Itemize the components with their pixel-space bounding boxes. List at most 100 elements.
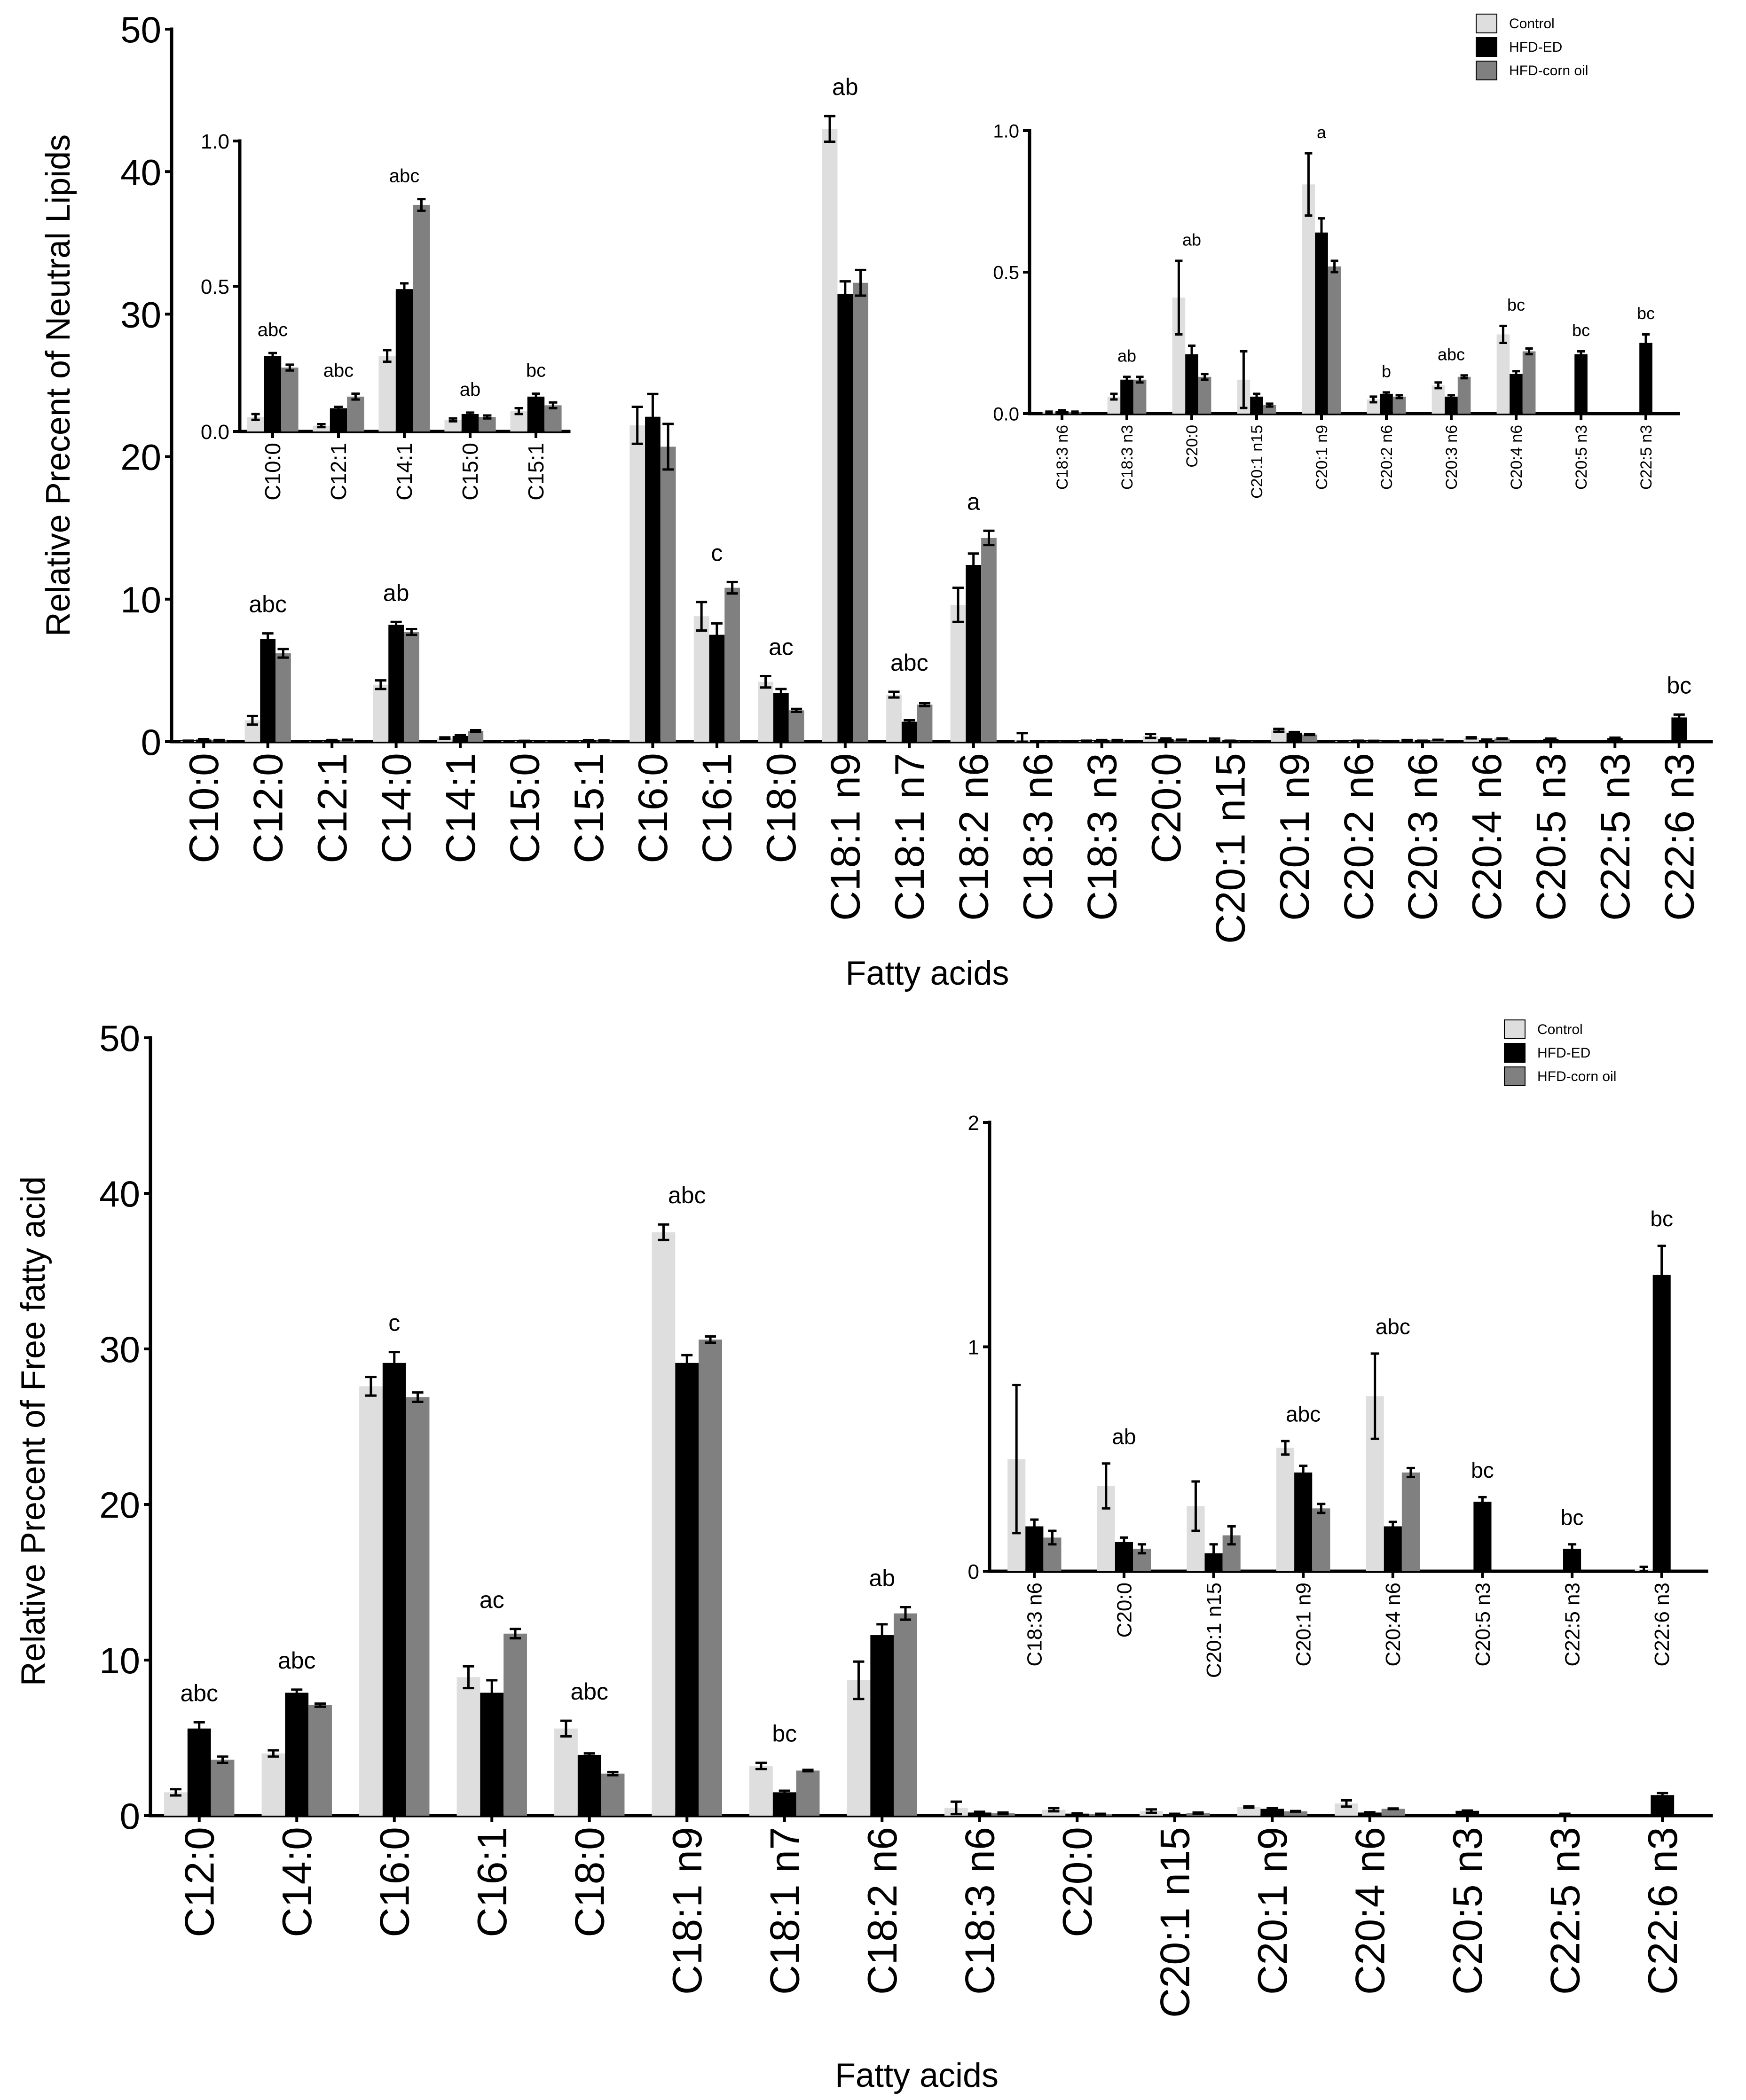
legend-swatch xyxy=(1476,14,1497,33)
free-inset-bar xyxy=(1312,1508,1330,1571)
free-main-bar xyxy=(796,1771,820,1816)
neutral-inset-right-significance-label: ab xyxy=(1117,346,1136,365)
neutral-main-y-tick-label: 10 xyxy=(120,579,161,620)
neutral-main-bar xyxy=(629,425,645,742)
neutral-inset-left-error-bar xyxy=(483,414,492,420)
neutral-inset-right-category-label: C20:5 n3 xyxy=(1573,425,1590,490)
neutral-main-bar xyxy=(966,565,982,742)
free-main-error-bar xyxy=(412,1391,424,1403)
free-main-bar xyxy=(308,1705,332,1816)
free-main-significance-label: bc xyxy=(772,1720,797,1747)
free-main-error-bar xyxy=(1169,1812,1180,1817)
free-main-bar xyxy=(382,1363,406,1816)
neutral-main-category-label: C16:0 xyxy=(629,753,676,863)
neutral-main-category-label: C18:1 n9 xyxy=(822,753,869,921)
free-main-bar xyxy=(359,1386,383,1816)
neutral-inset-right-error-bar xyxy=(1240,350,1248,409)
free-main-error-bar xyxy=(193,1721,205,1736)
neutral-inset-right-significance-label: ab xyxy=(1182,230,1201,250)
neutral-main-significance-label: ab xyxy=(383,580,409,606)
free-main-error-bar xyxy=(315,1702,326,1708)
neutral-main-y-axis-title: Relative Precent of Neutral Lipids xyxy=(39,134,77,637)
free-main-y-axis-title: Relative Precent of Free fatty acid xyxy=(15,1176,52,1686)
free-main-bar xyxy=(1358,1812,1382,1816)
neutral-main-category-label: C20:3 n6 xyxy=(1400,753,1446,921)
free-main-x-axis-title: Fatty acids xyxy=(835,2057,999,2094)
neutral-main-error-bar xyxy=(760,675,771,689)
neutral-main-error-bar xyxy=(983,529,995,547)
neutral-main-bar xyxy=(660,447,676,742)
neutral-inset-right-bar xyxy=(1522,351,1536,414)
neutral-inset-right-bar xyxy=(1185,354,1198,414)
free-inset-category-label: C20:1 n15 xyxy=(1203,1583,1226,1678)
neutral-inset-right-bar xyxy=(1574,354,1588,414)
neutral-main-error-bar xyxy=(262,632,274,646)
neutral-inset-right-bar xyxy=(1445,396,1458,414)
free-main-y-tick-label: 10 xyxy=(99,1640,140,1681)
free-inset-category-label: C20:0 xyxy=(1113,1583,1136,1638)
neutral-inset-right-category-label: C22:5 n3 xyxy=(1637,425,1655,490)
neutral-inset-left-significance-label: abc xyxy=(258,320,288,340)
free-main-bar xyxy=(1284,1811,1307,1816)
neutral-main-bar xyxy=(709,635,725,742)
free-inset-error-bar xyxy=(1119,1536,1128,1548)
free-main-error-bar xyxy=(170,1788,181,1797)
neutral-inset-right-bar xyxy=(1639,343,1652,414)
free-main-error-bar xyxy=(291,1688,303,1697)
neutral-main-category-label: C20:1 n9 xyxy=(1271,753,1318,921)
neutral-inset-right-category-label: C20:1 n9 xyxy=(1313,425,1331,490)
free-main-error-bar xyxy=(388,1351,400,1375)
neutral-main-error-bar xyxy=(855,268,866,297)
neutral-inset-right-bar xyxy=(1198,376,1211,414)
free-main-error-bar xyxy=(1071,1812,1083,1815)
neutral-main-significance-label: ac xyxy=(769,634,794,660)
neutral-main-error-bar xyxy=(1240,740,1251,743)
free-main-significance-label: abc xyxy=(668,1182,706,1208)
neutral-inset-right-error-bar xyxy=(1175,259,1183,336)
neutral-inset-right-error-bar xyxy=(1123,376,1131,384)
neutral-inset-right-error-bar xyxy=(1136,376,1144,384)
free-main-error-bar xyxy=(1657,1792,1668,1799)
free-main-significance-label: ac xyxy=(480,1587,504,1613)
neutral-inset-left-category-label: C10:0 xyxy=(260,443,285,501)
neutral-inset-right-error-bar xyxy=(1110,392,1118,401)
neutral-main-bar xyxy=(1607,738,1623,742)
free-main-y-tick-label: 20 xyxy=(99,1484,140,1526)
neutral-inset-left-error-bar xyxy=(466,411,474,417)
free-inset-category-label: C20:5 n3 xyxy=(1471,1583,1494,1667)
free-main-error-bar xyxy=(267,1749,279,1758)
free-main-error-bar xyxy=(755,1761,767,1771)
free-main-bar xyxy=(847,1680,871,1816)
free-inset-error-bar xyxy=(1209,1543,1218,1564)
neutral-main-category-label: C20:2 n6 xyxy=(1335,753,1382,921)
neutral-main-category-label: C10:0 xyxy=(181,753,227,863)
free-inset-error-bar xyxy=(1030,1518,1039,1535)
free-main-error-bar xyxy=(1364,1811,1376,1814)
neutral-main-error-bar xyxy=(967,552,979,578)
neutral-main-error-bar xyxy=(503,740,515,743)
neutral-inset-left-error-bar xyxy=(549,401,558,410)
neutral-inset-left-bar xyxy=(461,414,479,431)
free-main-bar xyxy=(261,1753,285,1816)
free-main-significance-label: abc xyxy=(278,1647,316,1674)
neutral-main-category-label: C16:1 xyxy=(694,753,740,863)
neutral-inset-left-bar xyxy=(264,356,282,431)
free-inset-category-label: C22:5 n3 xyxy=(1561,1583,1584,1667)
neutral-main-bar xyxy=(1286,732,1302,742)
free-main-bar xyxy=(577,1755,601,1816)
free-main-bar xyxy=(894,1613,917,1816)
neutral-main-error-bar xyxy=(775,688,787,699)
free-main-significance-label: abc xyxy=(570,1678,608,1705)
free-main-category-label: C20:1 n15 xyxy=(1152,1827,1198,2018)
neutral-main-error-bar xyxy=(390,620,402,629)
neutral-main-y-tick-label: 40 xyxy=(120,151,161,193)
free-inset-bar xyxy=(1294,1472,1313,1571)
free-main-error-bar xyxy=(463,1665,474,1690)
neutral-inset-left-error-bar xyxy=(448,417,457,423)
neutral-main-y-tick-label: 30 xyxy=(120,294,161,335)
neutral-inset-right-bar xyxy=(1315,232,1328,414)
neutral-inset-left-chart: 0.0 0.5 1.0 C10:0 C12:1 C14:1 C15:0 C15:1 abc abc… xyxy=(201,130,571,501)
free-main-error-bar xyxy=(779,1789,790,1795)
neutral-main-error-bar xyxy=(277,648,289,659)
